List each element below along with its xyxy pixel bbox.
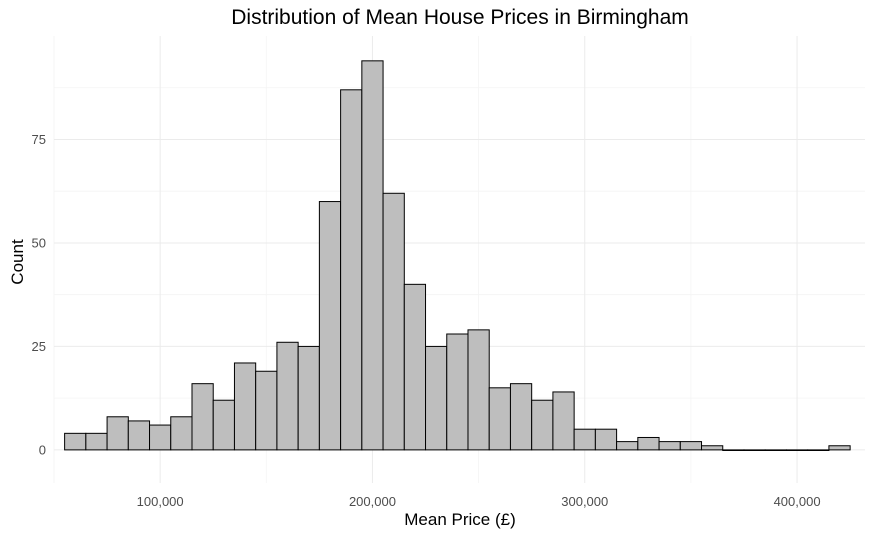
histogram-bars [64, 60, 851, 451]
histogram-bar [255, 370, 278, 451]
chart-title: Distribution of Mean House Prices in Bir… [231, 6, 689, 29]
histogram-bar [212, 399, 235, 451]
histogram-bar [594, 428, 618, 451]
histogram-bar [722, 449, 745, 451]
x-tick-label: 100,000 [137, 494, 184, 509]
x-tick-label: 200,000 [349, 494, 396, 509]
histogram-bar [616, 441, 639, 451]
histogram-bar [446, 333, 469, 451]
histogram-bar [233, 362, 257, 451]
histogram-bar [106, 416, 129, 451]
histogram-bar [488, 387, 511, 451]
histogram-bar [552, 391, 575, 451]
histogram-bar [403, 283, 427, 451]
histogram-bar [276, 341, 299, 451]
y-tick-label: 0 [39, 442, 46, 457]
histogram-bar [764, 449, 787, 451]
histogram-bar [170, 416, 193, 451]
histogram-bar [297, 345, 320, 451]
histogram-bar [531, 399, 554, 451]
y-tick-label: 50 [32, 235, 46, 250]
histogram-bar [85, 432, 108, 451]
histogram-bar [64, 432, 87, 451]
histogram-bar [127, 420, 151, 451]
y-tick-label: 75 [32, 132, 46, 147]
x-tick-label: 400,000 [774, 494, 821, 509]
histogram-bar [340, 89, 363, 451]
y-tick-label: 25 [32, 339, 46, 354]
histogram-bar [382, 192, 405, 451]
histogram-bar [149, 424, 172, 451]
histogram-bar [509, 383, 533, 451]
histogram-bar [658, 441, 681, 451]
histogram-bar [318, 201, 342, 451]
histogram-bar [743, 449, 766, 451]
histogram-bar [467, 329, 490, 451]
histogram-bar [191, 383, 214, 451]
histogram-bar [679, 441, 703, 451]
histogram-bar [828, 445, 851, 451]
histogram-bar [807, 449, 830, 451]
x-tick-label: 300,000 [561, 494, 608, 509]
y-axis-ticks: 0 25 50 75 [32, 132, 46, 457]
x-axis-ticks: 100,000 200,000 300,000 400,000 [137, 494, 821, 509]
histogram-bar [785, 449, 809, 451]
histogram-bar [361, 60, 384, 451]
histogram-bar [701, 445, 724, 451]
histogram-bar [637, 436, 660, 451]
histogram-bar [573, 428, 596, 451]
histogram-bar [425, 345, 448, 451]
x-axis-label: Mean Price (£) [404, 510, 516, 529]
